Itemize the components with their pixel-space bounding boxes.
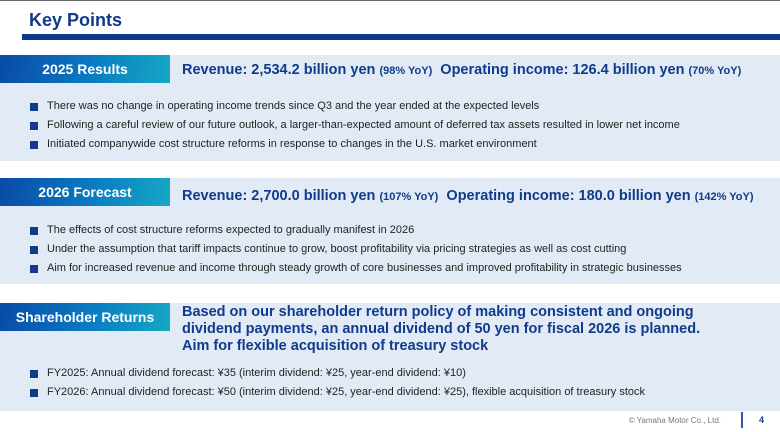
list-item: Following a careful review of our future…	[30, 116, 680, 135]
list-item: There was no change in operating income …	[30, 97, 680, 116]
page-number: 4	[759, 415, 765, 425]
section-headline: Revenue: 2,534.2 billion yen (98% YoY) O…	[182, 62, 742, 78]
list-item: FY2025: Annual dividend forecast: ¥35 (i…	[30, 364, 645, 383]
bullet-icon	[30, 121, 38, 130]
bullet-icon	[30, 140, 38, 149]
list-item: Aim for increased revenue and income thr…	[30, 259, 682, 278]
section-label: Shareholder Returns	[0, 303, 170, 331]
bullet-icon	[30, 226, 38, 235]
section-headline: Based on our shareholder return policy o…	[182, 304, 701, 354]
page-title: Key Points	[29, 10, 123, 30]
bullet-icon	[30, 264, 38, 273]
list-item: Initiated companywide cost structure ref…	[30, 135, 680, 154]
section-2025-results: 2025 Results Revenue: 2,534.2 billion ye…	[0, 55, 780, 161]
section-label: 2025 Results	[0, 55, 170, 83]
section-shareholder-returns: Shareholder Returns Based on our shareho…	[0, 303, 780, 411]
title-underline	[22, 34, 780, 40]
bullet-icon	[30, 102, 38, 111]
copyright: © Yamaha Motor Co., Ltd.	[628, 416, 721, 425]
bullet-icon	[30, 245, 38, 254]
list-item: FY2026: Annual dividend forecast: ¥50 (i…	[30, 383, 645, 402]
section-label: 2026 Forecast	[0, 178, 170, 206]
section-headline: Revenue: 2,700.0 billion yen (107% YoY) …	[182, 188, 754, 204]
list-item: Under the assumption that tariff impacts…	[30, 240, 682, 259]
list-item: The effects of cost structure reforms ex…	[30, 221, 682, 240]
bullet-icon	[30, 369, 38, 378]
section-2026-forecast: 2026 Forecast Revenue: 2,700.0 billion y…	[0, 178, 780, 284]
bullet-icon	[30, 388, 38, 397]
footer-divider	[741, 412, 743, 428]
